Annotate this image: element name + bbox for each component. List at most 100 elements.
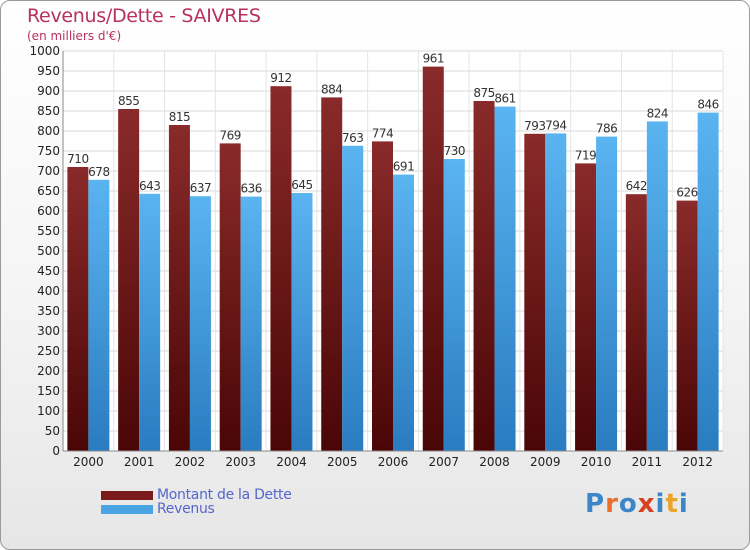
bar-dette [321, 97, 343, 452]
x-tick-label: 2003 [225, 455, 256, 469]
y-tick-label: 1000 [29, 44, 60, 58]
x-tick-label: 2001 [124, 455, 155, 469]
chart-title: Revenus/Dette - SAIVRES [27, 5, 261, 27]
data-label: 691 [393, 160, 414, 174]
x-tick-label: 2004 [276, 455, 307, 469]
bar-dette [473, 101, 495, 451]
data-label: 793 [524, 119, 545, 133]
x-tick-label: 2007 [428, 455, 459, 469]
axes: 0 50 100 150 200 250 300 350 400 450 500 550 600 650 7… [29, 44, 723, 469]
bar-revenus [139, 193, 161, 452]
bar-revenus [596, 136, 618, 451]
logo-letter: x [637, 489, 656, 519]
legend-item-dette: Montant de la Dette [101, 487, 292, 503]
bar-dette [168, 125, 190, 451]
bar-revenus [443, 159, 465, 451]
x-tick-label: 2006 [378, 455, 409, 469]
bar-revenus [646, 121, 668, 452]
data-label: 824 [647, 106, 668, 120]
y-tick-label: 550 [37, 224, 60, 238]
data-label: 769 [219, 128, 240, 142]
bar-revenus [697, 112, 719, 451]
x-tick-label: 2000 [73, 455, 104, 469]
bar-dette [270, 86, 292, 451]
legend-label-revenus: Revenus [157, 501, 215, 517]
data-label: 855 [118, 94, 139, 108]
legend-swatch-revenus [101, 504, 153, 514]
bar-revenus [393, 174, 414, 451]
bar-dette [118, 109, 140, 451]
data-label: 794 [545, 118, 566, 132]
data-label: 645 [291, 178, 312, 192]
data-label: 875 [473, 86, 494, 100]
bar-revenus [88, 179, 110, 452]
y-tick-label: 900 [37, 84, 60, 98]
bar-revenus [342, 145, 364, 452]
y-tick-label: 450 [37, 264, 60, 278]
legend-swatch-dette [101, 490, 153, 500]
bar-dette [575, 163, 597, 451]
x-tick-label: 2005 [327, 455, 358, 469]
logo-letter: i [655, 489, 666, 519]
bar-dette [422, 66, 444, 451]
x-tick-label: 2002 [175, 455, 206, 469]
chart-subtitle: (en milliers d'€) [27, 29, 122, 43]
data-label: 710 [67, 152, 88, 166]
data-label: 626 [676, 186, 697, 200]
bar-revenus [240, 196, 262, 451]
data-label: 636 [240, 182, 261, 196]
legend-label-dette: Montant de la Dette [157, 487, 292, 503]
x-tick-label: 2010 [581, 455, 612, 469]
data-label: 846 [697, 98, 718, 112]
bar-dette [676, 200, 698, 451]
bar-dette [67, 167, 89, 451]
y-tick-label: 600 [37, 204, 60, 218]
x-tick-label: 2009 [530, 455, 561, 469]
data-label: 637 [190, 181, 211, 195]
data-label: 643 [139, 179, 160, 193]
bar-revenus [291, 193, 313, 451]
data-label: 786 [596, 122, 617, 136]
data-label: 678 [88, 165, 109, 179]
y-tick-label: 650 [37, 184, 60, 198]
y-tick-label: 200 [37, 364, 60, 378]
y-tick-label: 250 [37, 344, 60, 358]
y-tick-label: 150 [37, 384, 60, 398]
data-label: 861 [494, 92, 515, 106]
logo-letter: t [665, 489, 679, 519]
x-tick-label: 2008 [479, 455, 510, 469]
y-tick-label: 0 [52, 444, 60, 458]
bar-revenus [545, 133, 567, 451]
y-tick-label: 950 [37, 64, 60, 78]
bar-dette [625, 194, 647, 451]
data-label: 642 [626, 179, 647, 193]
y-tick-label: 300 [37, 324, 60, 338]
y-tick-label: 350 [37, 304, 60, 318]
bars [67, 66, 719, 452]
data-label: 730 [444, 144, 465, 158]
proxiti-logo: Proxiti [585, 489, 689, 519]
y-tick-label: 750 [37, 144, 60, 158]
logo-letter: o [618, 489, 638, 519]
y-tick-label: 400 [37, 284, 60, 298]
bar-revenus [189, 196, 211, 451]
logo-letter: P [585, 489, 606, 519]
y-tick-label: 50 [45, 424, 60, 438]
bar-dette [524, 133, 546, 452]
bar-dette [372, 141, 393, 451]
x-tick-label: 2011 [632, 455, 663, 469]
y-tick-label: 100 [37, 404, 60, 418]
y-tick-label: 500 [37, 244, 60, 258]
y-tick-label: 700 [37, 164, 60, 178]
data-label: 774 [372, 126, 393, 140]
logo-letter: i [678, 489, 689, 519]
bar-revenus [494, 106, 516, 451]
data-label: 719 [575, 148, 596, 162]
logo-letter: r [605, 489, 619, 519]
data-label: 912 [270, 71, 291, 85]
data-label: 884 [321, 82, 342, 96]
legend-item-revenus: Revenus [101, 501, 215, 517]
